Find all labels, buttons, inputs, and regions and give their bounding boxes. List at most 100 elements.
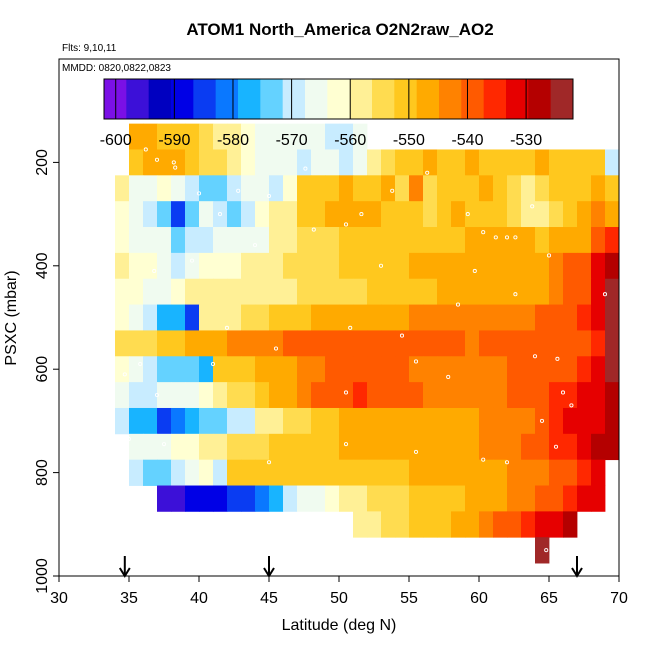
heatmap-cell — [521, 330, 536, 357]
colorbar-tick-label: -550 — [393, 132, 425, 149]
x-tick-label: 70 — [610, 590, 628, 607]
heatmap-cell — [157, 485, 172, 512]
heatmap-cell — [297, 149, 312, 176]
heatmap-cell — [283, 407, 298, 435]
observation-point — [493, 235, 498, 240]
heatmap-cell — [479, 278, 494, 305]
heatmap-cell — [339, 356, 354, 383]
heatmap-cell — [185, 252, 200, 280]
heatmap-cell — [381, 407, 396, 435]
heatmap-cell — [423, 227, 438, 254]
heatmap-cell — [283, 356, 298, 383]
observation-point — [236, 188, 241, 193]
heatmap-cell — [227, 485, 242, 512]
heatmap-cell — [171, 278, 186, 305]
heatmap-cell — [521, 485, 536, 512]
heatmap-cell — [395, 304, 410, 331]
heatmap-cell — [507, 511, 522, 538]
heatmap-cell — [465, 330, 480, 357]
heatmap-cell — [577, 175, 592, 202]
heatmap-cell — [367, 278, 382, 305]
heatmap-cell — [143, 330, 158, 357]
heatmap-cell — [353, 485, 368, 512]
x-tick-label: 40 — [190, 590, 208, 607]
heatmap-cell — [605, 304, 620, 331]
heatmap-cell — [451, 382, 466, 409]
heatmap-cell — [381, 149, 396, 176]
heatmap-cell — [381, 201, 396, 228]
heatmap-cell — [535, 485, 550, 512]
heatmap-cell — [339, 227, 354, 254]
observation-point — [530, 204, 535, 209]
heatmap-cell — [507, 485, 522, 512]
heatmap-cell — [381, 330, 396, 357]
heatmap-cell — [241, 459, 256, 486]
observation-point — [513, 292, 518, 297]
heatmap-cell — [297, 304, 312, 331]
heatmap-cell — [115, 304, 130, 331]
heatmap-cell — [507, 201, 522, 228]
colorbar-swatch — [282, 79, 306, 119]
heatmap-cell — [143, 201, 158, 228]
heatmap-cell — [297, 201, 312, 228]
heatmap-cell — [451, 356, 466, 383]
heatmap-cell — [367, 227, 382, 254]
heatmap-cell — [367, 330, 382, 357]
heatmap-cell — [115, 175, 130, 202]
heatmap-cell — [283, 201, 298, 228]
heatmap-cell — [227, 433, 242, 461]
heatmap-cell — [549, 511, 564, 538]
heatmap-cell — [381, 459, 396, 486]
observation-point — [189, 258, 195, 263]
heatmap-cell — [451, 175, 466, 202]
heatmap-cell — [171, 175, 186, 202]
heatmap-cell — [437, 149, 452, 176]
heatmap-cell — [521, 433, 536, 461]
heatmap-cell — [521, 304, 536, 331]
heatmap-cell — [409, 382, 424, 409]
heatmap-cell — [143, 433, 158, 461]
heatmap-cell — [549, 175, 564, 202]
heatmap-cell — [409, 511, 424, 538]
heatmap-cell — [577, 149, 592, 176]
heatmap-cell — [451, 330, 466, 357]
observation-point — [122, 372, 127, 377]
heatmap-cell — [409, 227, 424, 254]
heatmap-cell — [115, 382, 130, 409]
y-tick-label: 200 — [34, 149, 51, 176]
colorbar-swatch — [439, 79, 462, 119]
colorbar-swatch — [416, 79, 440, 119]
heatmap-cell — [535, 278, 550, 305]
colorbar-tick-label: -580 — [217, 132, 249, 149]
heatmap-cell — [325, 459, 340, 486]
heatmap-cell — [381, 278, 396, 305]
heatmap-cell — [199, 175, 214, 202]
heatmap-cell — [199, 304, 214, 331]
heatmap-cell — [269, 356, 284, 383]
heatmap-cell — [227, 407, 242, 435]
heatmap-cell — [143, 123, 158, 150]
heatmap-cell — [591, 175, 606, 202]
heatmap-cell — [409, 485, 424, 512]
heatmap-cell — [577, 278, 592, 305]
heatmap-cell — [409, 304, 424, 331]
heatmap-cell — [325, 485, 340, 512]
heatmap-cell — [465, 433, 480, 461]
heatmap-cell — [535, 459, 550, 486]
observation-point — [532, 354, 538, 359]
observation-point — [343, 390, 349, 395]
heatmap-cell — [395, 407, 410, 435]
heatmap-cell — [241, 433, 256, 461]
dates-label: MMDD: 0820,0822,0823 — [62, 63, 171, 74]
observation-point — [546, 253, 552, 258]
heatmap-cell — [479, 356, 494, 383]
colorbar-frame — [103, 78, 574, 120]
heatmap-cell — [521, 149, 536, 176]
heatmap-cell — [563, 459, 578, 486]
heatmap-cell — [381, 356, 396, 383]
heatmap-cell — [591, 201, 606, 228]
heatmap-cell — [395, 201, 410, 228]
colorbar-tick-label: -560 — [334, 132, 366, 149]
observation-point — [455, 302, 461, 307]
heatmap-cell — [493, 304, 508, 331]
